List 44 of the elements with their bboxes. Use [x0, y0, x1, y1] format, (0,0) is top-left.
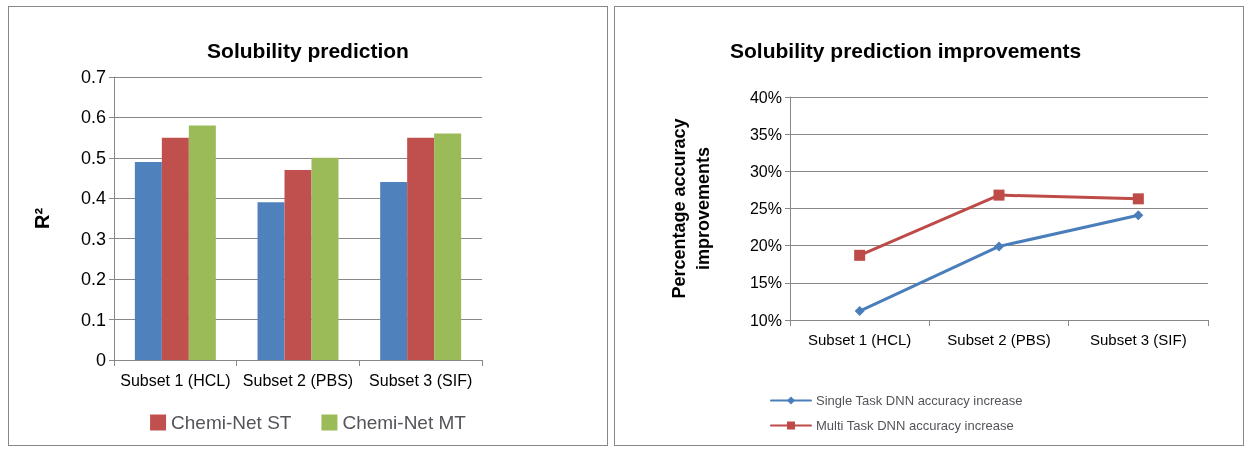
point: [854, 306, 865, 317]
bar: [407, 137, 435, 360]
point: [1132, 193, 1144, 205]
y-tick-label: 35%: [749, 125, 782, 143]
y-tick-label: 0: [95, 350, 106, 370]
y-axis-title: Percentage accuracy improvements: [669, 118, 713, 299]
bar: [161, 137, 189, 360]
x-tick-label: Subset 1 (HCL): [120, 371, 231, 389]
bar: [188, 125, 216, 360]
point: [993, 189, 1005, 201]
legend-label: Single Task DNN accuracy increase: [816, 393, 1023, 408]
y-tick-label: 0.3: [80, 228, 106, 249]
y-tick-label: 0.7: [80, 67, 106, 87]
y-tick-label: 25%: [749, 200, 782, 217]
bar: [284, 169, 312, 360]
x-tick-label: Subset 3 (SIF): [1089, 331, 1187, 348]
bar: [380, 182, 408, 360]
y-tick-label: 15%: [749, 274, 782, 292]
x-tick-label: Subset 1 (HCL): [807, 331, 912, 348]
y-tick-label: 0.6: [80, 107, 106, 128]
y-tick-label: 20%: [749, 237, 782, 255]
y-tick-label: 0.1: [80, 309, 106, 330]
y-tick-label: 0.4: [80, 188, 106, 209]
legend-label: Chemi-Net ST: [171, 412, 292, 433]
point: [1133, 210, 1144, 221]
point: [854, 249, 866, 261]
y-tick-label: 30%: [749, 162, 782, 180]
y-axis-title: R²: [31, 207, 53, 230]
chart-title: Solubility prediction: [207, 39, 409, 62]
x-tick-label: Subset 2 (PBS): [242, 371, 354, 389]
bar: [311, 157, 339, 360]
bar: [434, 133, 462, 360]
y-tick-label: 10%: [749, 311, 782, 329]
y-tick-label: 40%: [749, 88, 782, 106]
legend-label: Multi Task DNN accuracy increase: [816, 418, 1014, 433]
bar: [134, 161, 162, 360]
chart-title: Solubility prediction improvements: [730, 39, 1082, 62]
y-tick-label: 0.5: [80, 147, 106, 168]
x-tick-label: Subset 3 (SIF): [369, 371, 473, 389]
legend-label: Chemi-Net MT: [342, 412, 467, 433]
x-tick-label: Subset 2 (PBS): [947, 331, 1051, 348]
point: [994, 241, 1004, 252]
bar: [257, 202, 285, 360]
y-tick-label: 0.2: [80, 269, 106, 290]
